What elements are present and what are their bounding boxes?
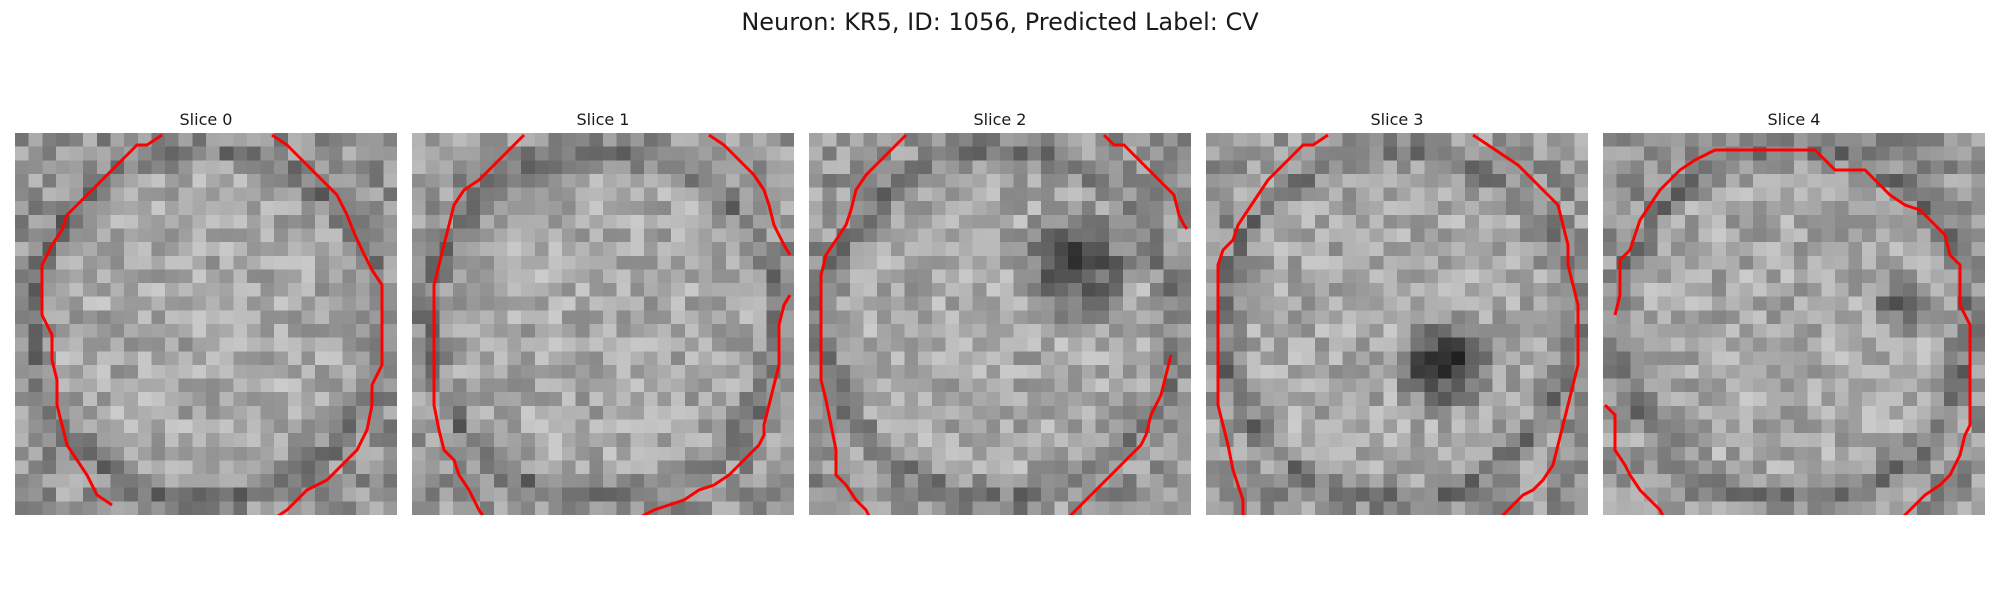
slice-image-2	[809, 133, 1191, 515]
segmentation-contour-2	[819, 133, 1189, 515]
slice-panel-4: Slice 4	[1603, 108, 1985, 515]
segmentation-contour-1	[432, 133, 792, 515]
slice-texture-1	[412, 133, 794, 515]
slice-texture-3	[1206, 133, 1588, 515]
slice-texture-0	[15, 133, 397, 515]
slice-panel-2: Slice 2	[809, 108, 1191, 515]
slice-title-4: Slice 4	[1767, 110, 1821, 129]
slice-image-4	[1603, 133, 1985, 515]
slice-image-3	[1206, 133, 1588, 515]
slice-texture-4	[1603, 133, 1985, 515]
segmentation-contour-4	[1603, 148, 1972, 515]
figure-title: Neuron: KR5, ID: 1056, Predicted Label: …	[741, 8, 1259, 36]
segmentation-contour-3	[1216, 133, 1580, 515]
slice-panel-0: Slice 0	[15, 108, 397, 515]
slice-panel-3: Slice 3	[1206, 108, 1588, 515]
slice-title-1: Slice 1	[576, 110, 630, 129]
slice-panel-1: Slice 1	[412, 108, 794, 515]
slice-title-0: Slice 0	[179, 110, 233, 129]
slice-title-2: Slice 2	[973, 110, 1027, 129]
slice-image-0	[15, 133, 397, 515]
slice-title-3: Slice 3	[1370, 110, 1424, 129]
slice-texture-2	[809, 133, 1191, 515]
segmentation-contour-0	[40, 133, 384, 515]
slice-image-1	[412, 133, 794, 515]
